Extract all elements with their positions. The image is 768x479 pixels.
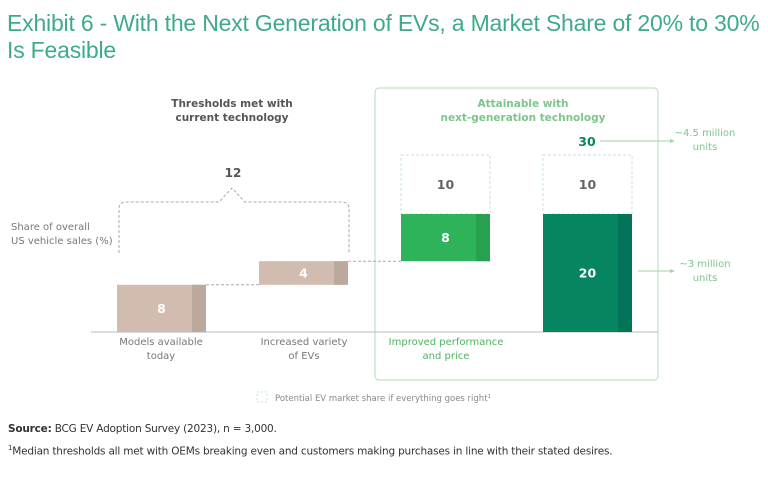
potential-label-1: 10 — [579, 177, 597, 192]
legend-swatch-dashed — [256, 391, 268, 403]
waterfall-chart: Thresholds met with current technology A… — [11, 87, 736, 404]
potential-label-0: 10 — [437, 177, 455, 192]
arrow-head-4-5-million — [670, 139, 675, 143]
next-gen-group-label-line2: next-generation technology — [441, 112, 606, 124]
legend-sup: 1 — [488, 394, 492, 400]
category-label-0-line1: Models available — [119, 337, 203, 348]
bracket-total-label: 12 — [225, 166, 242, 180]
category-label-2-line1: Improved performance — [389, 337, 504, 348]
annotation-3-million-line2: units — [693, 273, 718, 284]
bracket-total — [118, 187, 350, 253]
annotation-3-million-line1: ~3 million — [679, 259, 730, 270]
legend-text: Potential EV market share if everything … — [275, 394, 488, 404]
current-group-label-line1: Thresholds met with — [171, 98, 292, 110]
bar-shade-models-available-today — [192, 284, 206, 332]
category-label-2-line2: and price — [423, 351, 470, 362]
footnote-sup: 1 — [8, 444, 13, 452]
bar-shade-increased-variety — [334, 261, 348, 285]
next-gen-group-box — [374, 87, 659, 381]
bar-label-increased-variety: 4 — [299, 266, 308, 281]
bar-improved-performance — [401, 214, 490, 262]
category-label-1-line2: of EVs — [288, 351, 319, 362]
source-label: Source: — [8, 423, 52, 435]
bar-shade-total — [618, 214, 632, 332]
bar-shade-improved-performance — [476, 214, 490, 262]
annotation-4-5-million-line1: ~4.5 million — [675, 128, 736, 139]
bar-label-total: 20 — [579, 266, 597, 281]
legend-label: Potential EV market share if everything … — [275, 394, 491, 404]
chart-title: Exhibit 6 - With the Next Generation of … — [7, 10, 760, 63]
current-group-label-line2: current technology — [175, 112, 288, 124]
category-label-0-line2: today — [147, 351, 176, 362]
bar-label-models-available-today: 8 — [157, 301, 166, 316]
total-potential-label: 30 — [578, 134, 596, 149]
source-note: Source: BCG EV Adoption Survey (2023), n… — [8, 423, 277, 435]
next-gen-group-label-line1: Attainable with — [477, 98, 568, 110]
bar-models-available-today — [117, 284, 206, 332]
y-axis-label-line1: Share of overall — [11, 222, 90, 233]
annotation-4-5-million-line2: units — [693, 142, 718, 153]
footnote-text: Median thresholds all met with OEMs brea… — [12, 445, 613, 458]
bar-increased-variety — [259, 261, 348, 285]
bar-label-improved-performance: 8 — [441, 230, 450, 245]
arrow-head-3-million — [670, 269, 675, 273]
source-text: BCG EV Adoption Survey (2023), n = 3,000… — [51, 423, 277, 435]
y-axis-label-line2: US vehicle sales (%) — [11, 236, 113, 247]
category-label-1-line1: Increased variety — [261, 337, 348, 348]
footnote: 1Median thresholds all met with OEMs bre… — [8, 444, 613, 458]
bar-total — [543, 214, 632, 332]
